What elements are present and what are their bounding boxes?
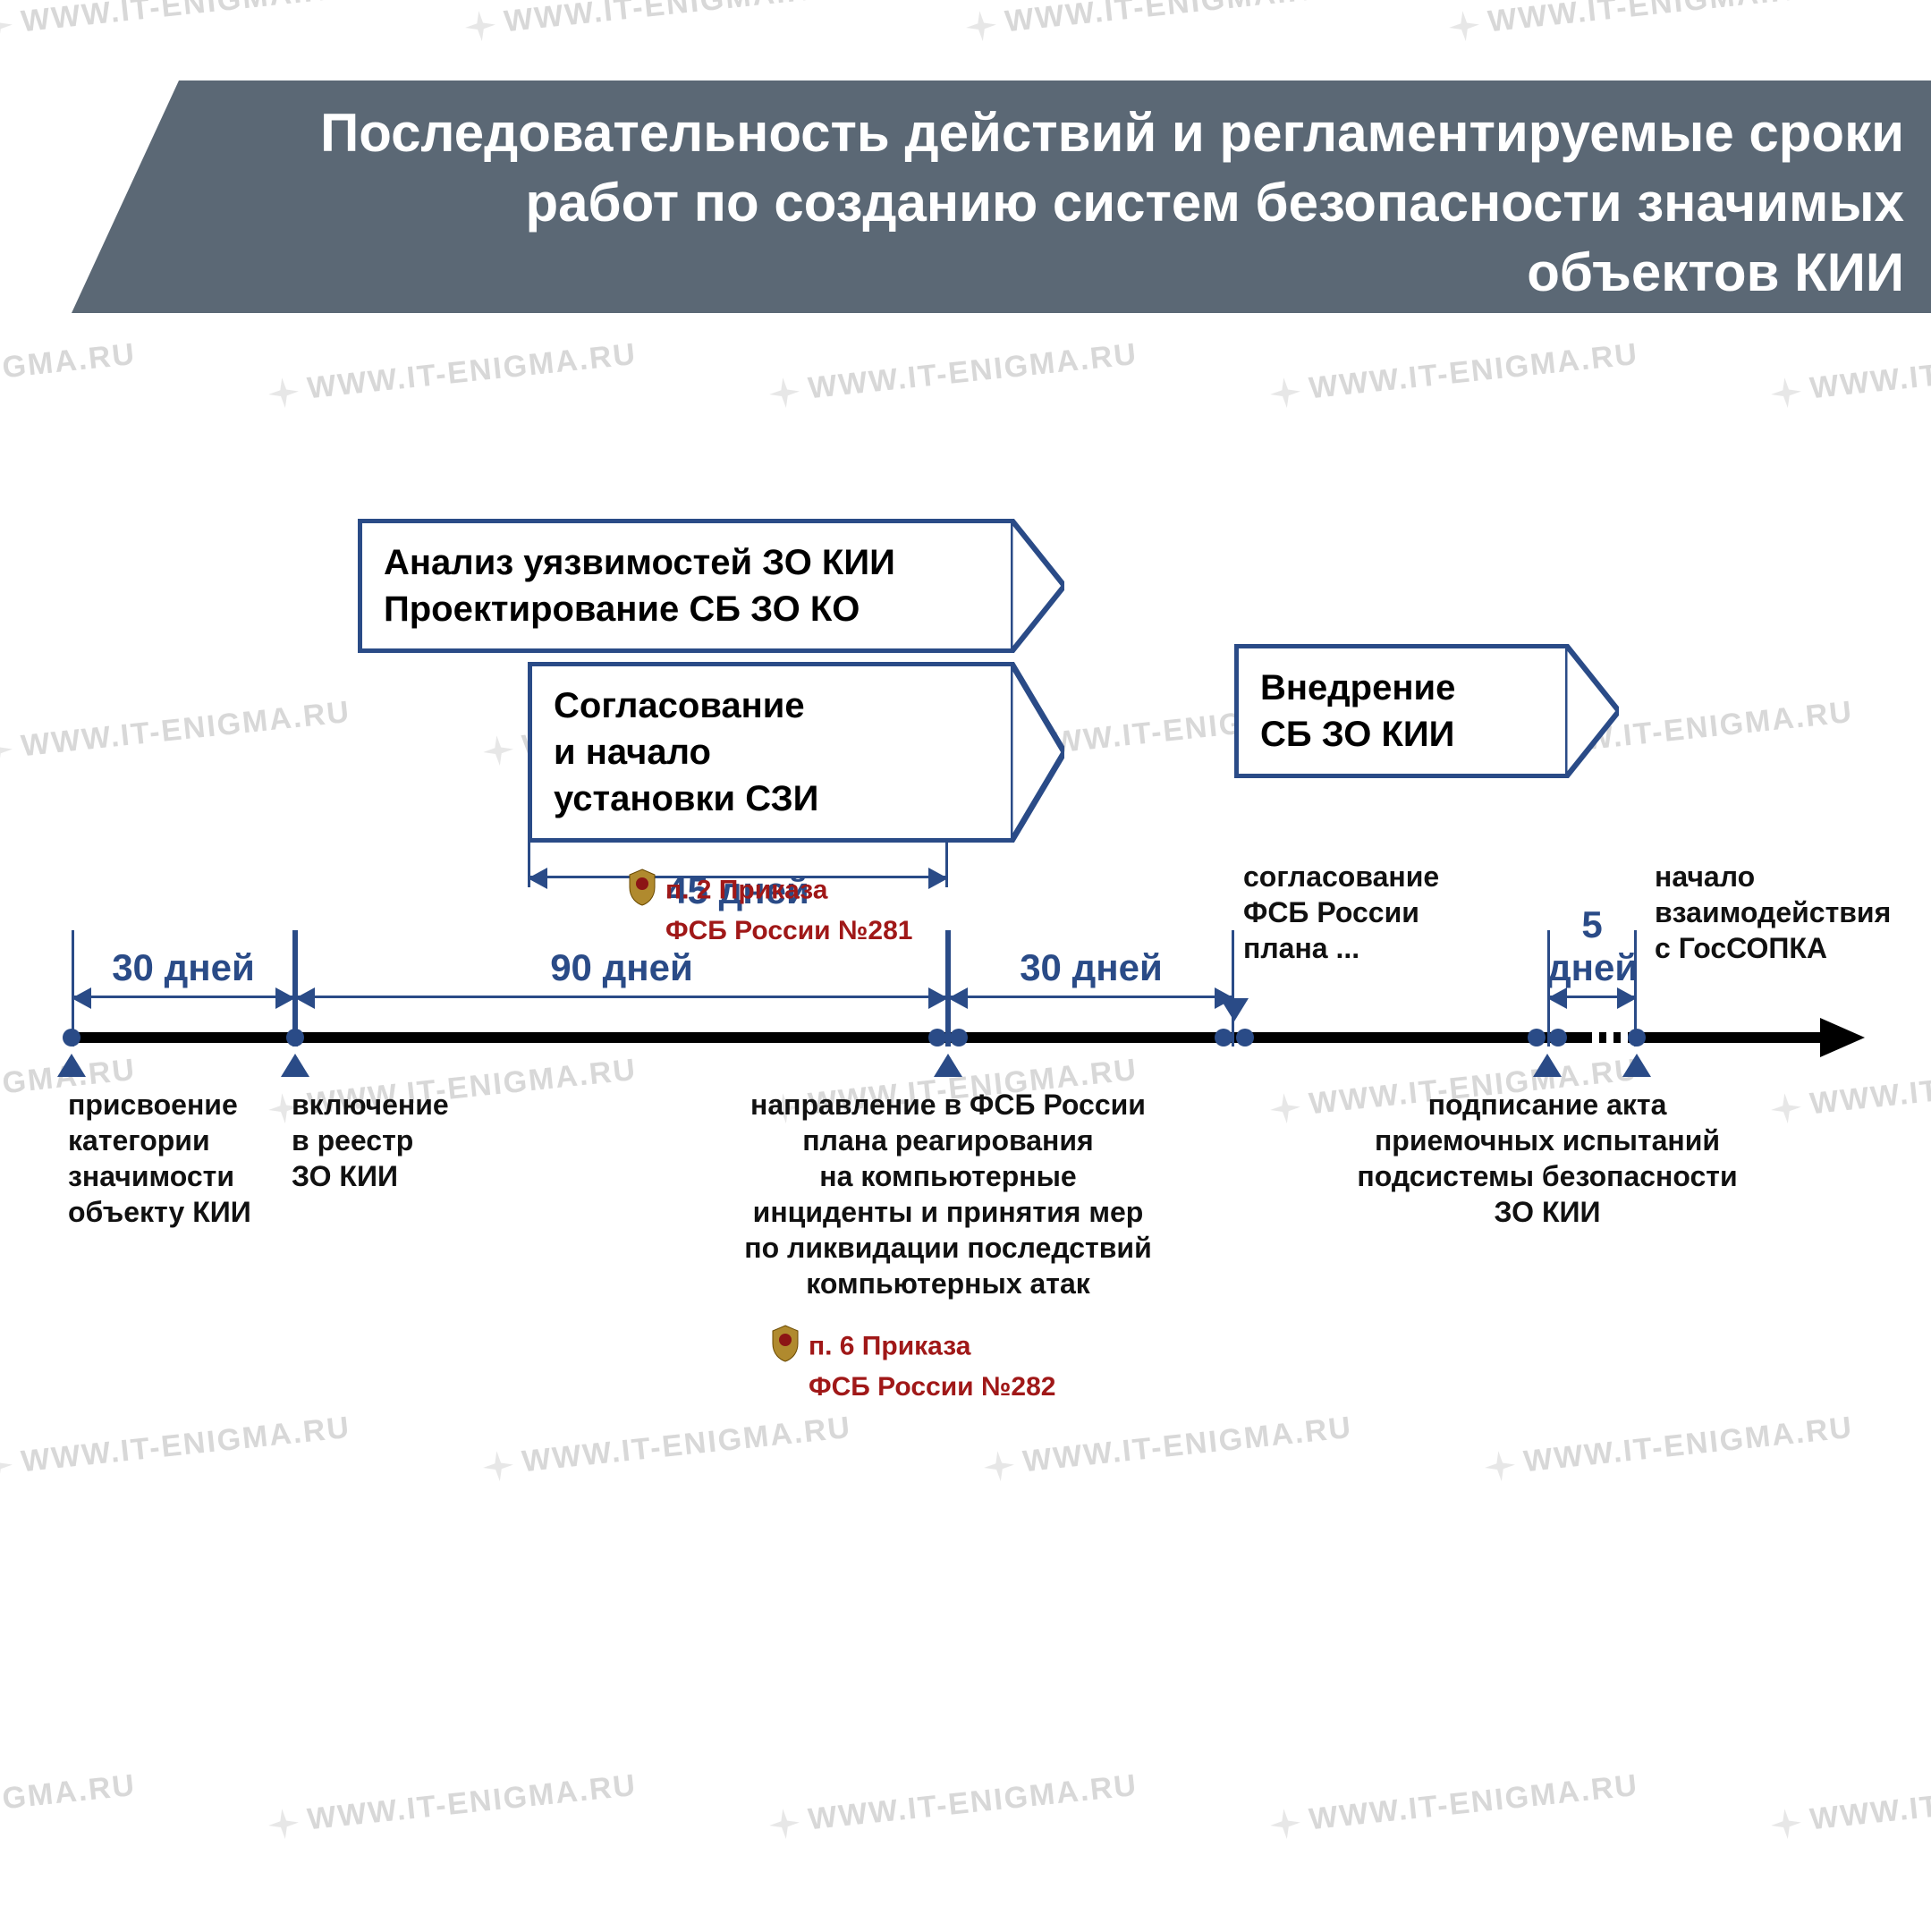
- ribbon-line: Внедрение: [1260, 668, 1455, 708]
- callout-ribbon: Согласование и начало установки СЗИ: [528, 662, 1011, 843]
- watermark-star-icon: [1483, 1450, 1516, 1483]
- timeline-interval: 5 дней: [1547, 948, 1637, 1029]
- crest-icon: [769, 1324, 801, 1371]
- chevron-right-icon: [1011, 519, 1064, 653]
- watermark-star-icon: [767, 1808, 800, 1841]
- watermark: WWW.IT-ENIGMA.RU: [481, 1411, 853, 1484]
- timeline-event-dot: [1628, 1029, 1646, 1046]
- ribbon-line: и начало: [554, 733, 711, 772]
- watermark-star-icon: [1447, 10, 1480, 43]
- chevron-right-icon: [1565, 644, 1619, 778]
- timeline-event-label: включениев реестрЗО КИИ: [292, 1087, 449, 1194]
- watermark: WWW.IT-ENIGMA.RU: [1447, 0, 1819, 44]
- callout-ribbon: Анализ уязвимостей ЗО КИИ Проектирование …: [358, 519, 1011, 653]
- timeline-arrowhead-icon: [1820, 1018, 1865, 1057]
- citation-line2: ФСБ России №282: [809, 1372, 1055, 1402]
- timeline-interval: 30 дней: [72, 948, 295, 1029]
- timeline-upper-label: согласованиеФСБ Россииплана ...: [1243, 859, 1439, 984]
- watermark: WWW.IT-ENIGMA.RU: [0, 1768, 138, 1842]
- watermark-star-icon: [1268, 1808, 1301, 1841]
- watermark: WWW.IT-ENIGMA.RU: [767, 1768, 1139, 1842]
- timeline-event-label: направление в ФСБ Россииплана реагирован…: [744, 1087, 1151, 1301]
- watermark: WWW.IT-ENIGMA.RU: [0, 1411, 352, 1484]
- watermark: WWW.IT-ENIGMA.RU: [0, 337, 138, 411]
- watermark: WWW.IT-ENIGMA.RU: [767, 337, 1139, 411]
- timeline-interval: 90 дней: [295, 948, 948, 1029]
- triangle-up-icon: [1622, 1054, 1651, 1077]
- header-line2: работ по созданию систем безопасности зн…: [526, 173, 1904, 233]
- watermark-star-icon: [481, 734, 514, 767]
- citation: п. 6 Приказа ФСБ России №282: [769, 1324, 1055, 1403]
- citation: п. 2 Приказа ФСБ России №281: [626, 868, 912, 947]
- watermark: WWW.IT-ENIGMA.RU: [964, 0, 1336, 44]
- timeline-event-dot: [950, 1029, 968, 1046]
- interval-label: 30 дней: [948, 946, 1234, 989]
- callout-ribbon-body: Внедрение СБ ЗО КИИ: [1234, 644, 1565, 778]
- watermark-star-icon: [463, 10, 496, 43]
- ribbon-line: Проектирование СБ ЗО КО: [384, 589, 860, 629]
- watermark: WWW.IT-ENIGMA.RU: [0, 695, 352, 768]
- watermark-star-icon: [0, 734, 14, 767]
- watermark-star-icon: [267, 377, 300, 410]
- watermark-star-icon: [767, 377, 800, 410]
- watermark-star-icon: [964, 10, 997, 43]
- chevron-right-icon: [1011, 662, 1064, 843]
- watermark: WWW.IT-ENIGMA.RU: [463, 0, 835, 44]
- watermark-star-icon: [982, 1450, 1015, 1483]
- timeline-event-dot: [1549, 1029, 1567, 1046]
- timeline-event-dot: [1528, 1029, 1546, 1046]
- interval-label: 30 дней: [72, 946, 295, 989]
- ribbon-line: установки СЗИ: [554, 779, 818, 818]
- watermark-star-icon: [1268, 377, 1301, 410]
- watermark: WWW.IT-ENIGMA.RU: [0, 0, 352, 44]
- ribbon-line: Анализ уязвимостей ЗО КИИ: [384, 543, 895, 582]
- triangle-up-icon: [281, 1054, 309, 1077]
- timeline-upper-label: началовзаимодействияс ГосСОПКА: [1655, 859, 1891, 984]
- watermark: WWW.IT-ENIGMA.RU: [1769, 1768, 1931, 1842]
- timeline-event-label: подписание актаприемочных испытанийподси…: [1357, 1087, 1737, 1230]
- watermark: WWW.IT-ENIGMA.RU: [267, 1768, 639, 1842]
- watermark-star-icon: [0, 1450, 14, 1483]
- citation-line2: ФСБ России №281: [665, 916, 912, 945]
- timeline-interval: 30 дней: [948, 948, 1234, 1029]
- ribbon-line: Согласование: [554, 686, 805, 725]
- triangle-up-icon: [1533, 1054, 1562, 1077]
- watermark: WWW.IT-ENIGMA.RU: [1769, 337, 1931, 411]
- header-title: Последовательность действий и регламенти…: [224, 98, 1904, 308]
- header-banner: Последовательность действий и регламенти…: [72, 80, 1931, 313]
- watermark-star-icon: [1769, 1092, 1802, 1125]
- timeline-event-label: присвоениекатегориизначимостиобъекту КИИ: [68, 1087, 251, 1230]
- crest-icon: [626, 868, 658, 915]
- header-line3: объектов КИИ: [1527, 242, 1904, 302]
- triangle-up-icon: [57, 1054, 86, 1077]
- triangle-up-icon: [934, 1054, 962, 1077]
- watermark-star-icon: [1769, 1808, 1802, 1841]
- timeline-event-dot: [928, 1029, 946, 1046]
- timeline-event-dot: [1236, 1029, 1254, 1046]
- watermark-star-icon: [267, 1808, 300, 1841]
- watermark-star-icon: [481, 1450, 514, 1483]
- watermark-star-icon: [1769, 377, 1802, 410]
- interval-label: 5 дней: [1547, 903, 1637, 989]
- watermark-star-icon: [0, 10, 14, 43]
- callout-ribbon-body: Анализ уязвимостей ЗО КИИ Проектирование …: [358, 519, 1011, 653]
- callout-ribbon: Внедрение СБ ЗО КИИ: [1234, 644, 1565, 778]
- header-line1: Последовательность действий и регламенти…: [320, 103, 1904, 163]
- watermark: WWW.IT-ENIGMA.RU: [1769, 1053, 1931, 1126]
- callout-ribbon-body: Согласование и начало установки СЗИ: [528, 662, 1011, 843]
- watermark: WWW.IT-ENIGMA.RU: [267, 337, 639, 411]
- ribbon-line: СБ ЗО КИИ: [1260, 715, 1454, 754]
- watermark: WWW.IT-ENIGMA.RU: [1483, 1411, 1855, 1484]
- timeline-event-dot: [1215, 1029, 1232, 1046]
- citation-line1: п. 2 Приказа: [665, 875, 827, 904]
- watermark-star-icon: [1268, 1092, 1301, 1125]
- watermark: WWW.IT-ENIGMA.RU: [982, 1411, 1354, 1484]
- timeline-dash: [1592, 1032, 1628, 1043]
- watermark: WWW.IT-ENIGMA.RU: [1268, 1768, 1640, 1842]
- watermark: WWW.IT-ENIGMA.RU: [1268, 337, 1640, 411]
- citation-line1: п. 6 Приказа: [809, 1331, 970, 1360]
- interval-label: 90 дней: [295, 946, 948, 989]
